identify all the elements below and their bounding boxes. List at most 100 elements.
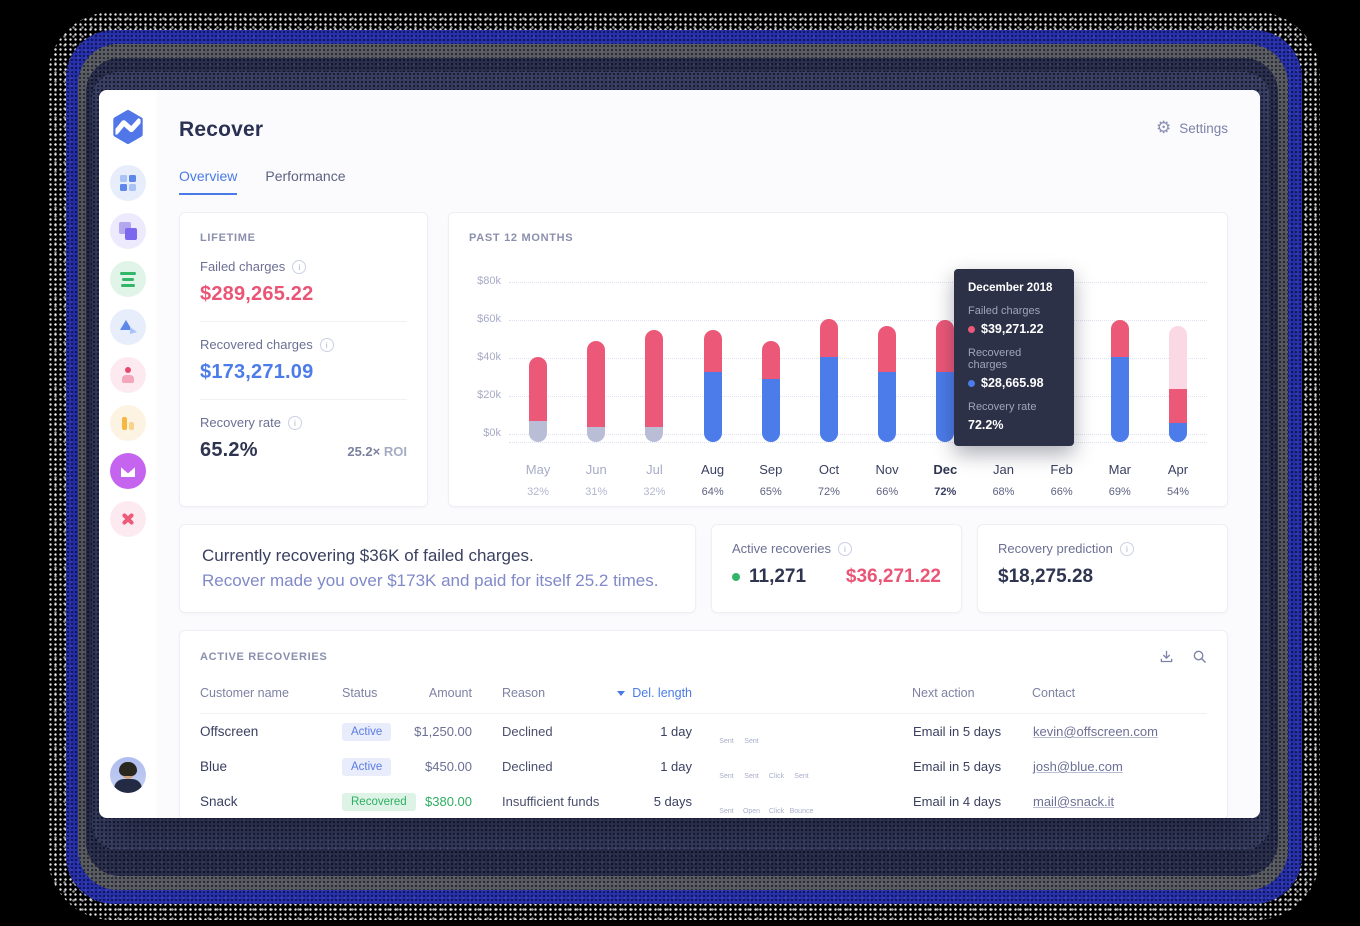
tab-overview[interactable]: Overview <box>179 168 238 195</box>
bar-may[interactable] <box>529 356 548 443</box>
bar-oct[interactable] <box>819 318 838 442</box>
sidebar-item-list[interactable] <box>110 261 146 297</box>
email-event-pending <box>822 797 831 806</box>
x-label-nov: Nov 66% <box>858 462 916 498</box>
month-label: Apr <box>1167 462 1189 477</box>
month-recovery-pct: 68% <box>992 486 1015 498</box>
bar-dec[interactable] <box>936 320 955 442</box>
x-label-jan: Jan 68% <box>974 462 1032 498</box>
gridline <box>509 358 1207 359</box>
sidebar-item-dashboard[interactable] <box>110 165 146 201</box>
column-header-amount: Amount <box>428 686 472 700</box>
contact-link[interactable]: mail@snack.it <box>1033 794 1115 809</box>
info-icon[interactable]: i <box>837 541 852 556</box>
amount: $380.00 <box>425 794 472 809</box>
bar-segment-failed <box>878 326 897 372</box>
email-event-pending <box>847 797 856 806</box>
contact-link[interactable]: kevin@offscreen.com <box>1033 724 1158 739</box>
download-button[interactable] <box>1159 649 1174 664</box>
bar-aug[interactable] <box>703 329 722 442</box>
bar-segment-failed <box>587 341 606 427</box>
sidebar-item-customers[interactable] <box>110 357 146 393</box>
email-event-sent: Sent <box>719 727 733 745</box>
month-recovery-pct: 54% <box>1166 486 1189 498</box>
contact-link[interactable]: josh@blue.com <box>1033 759 1123 774</box>
info-icon[interactable]: i <box>287 415 302 430</box>
month-recovery-pct: 66% <box>876 486 899 498</box>
month-recovery-pct: 32% <box>643 486 666 498</box>
amount: $450.00 <box>425 759 472 774</box>
gridline <box>509 396 1207 397</box>
reason: Declined <box>502 759 553 774</box>
bar-segment-recovered <box>703 371 722 442</box>
tab-bar: Overview Performance <box>179 168 1228 195</box>
bar-segment-failed <box>1110 320 1129 357</box>
tooltip-recovered-value: $28,665.98 <box>981 376 1044 390</box>
user-avatar[interactable] <box>110 757 146 793</box>
recovery-prediction-card: Recovery prediction i $18,275.28 <box>977 524 1228 613</box>
table-row-blue[interactable]: Blue Active $450.00 Declined 1 day Sent Sent Cl… <box>200 749 1207 784</box>
bar-jun[interactable] <box>587 341 606 442</box>
bar-nov[interactable] <box>878 326 897 442</box>
column-header-del-length[interactable]: Del. length <box>612 686 692 700</box>
customer-name: Snack <box>200 794 238 809</box>
roi-value: 25.2× ROI <box>347 444 407 459</box>
x-label-aug: Aug 64% <box>684 462 742 498</box>
next-action: Email in 5 days <box>913 759 1002 774</box>
table-row-snack[interactable]: Snack Recovered $380.00 Insufficient funds 5… <box>200 784 1207 818</box>
delinquency-length: 5 days <box>653 794 692 809</box>
pink-dot-icon <box>968 325 975 333</box>
bar-apr[interactable] <box>1168 326 1187 442</box>
event-label: Sent <box>719 773 734 780</box>
email-event-pending <box>772 727 781 736</box>
info-icon[interactable]: i <box>292 259 307 274</box>
sidebar-item-cancellations[interactable] <box>110 501 146 537</box>
event-label: Sent <box>744 773 759 780</box>
y-axis-tick: $80k <box>477 275 501 287</box>
x-label-oct: Oct 72% <box>800 462 858 498</box>
chart-title: PAST 12 MONTHS <box>469 232 574 244</box>
download-icon <box>1160 650 1173 663</box>
table-row-offscreen[interactable]: Offscreen Active $1,250.00 Declined 1 day Sen… <box>200 714 1207 749</box>
sidebar-item-layers[interactable] <box>110 213 146 249</box>
sidebar-item-trends[interactable] <box>110 309 146 345</box>
month-label: Jan <box>992 462 1014 477</box>
chart-tooltip: December 2018 Failed charges $39,271.22 … <box>954 269 1074 446</box>
gear-icon: ⚙ <box>1155 118 1172 138</box>
status-badge: Recovered <box>342 792 416 811</box>
info-icon[interactable]: i <box>1119 541 1134 556</box>
month-recovery-pct: 72% <box>817 486 840 498</box>
recovered-charges-label: Recovered charges <box>200 337 313 352</box>
search-button[interactable] <box>1192 649 1207 664</box>
sidebar-item-recover-active[interactable] <box>110 453 146 489</box>
bar-segment-recovered <box>1110 356 1129 442</box>
email-event-bounce: Bounce <box>790 797 814 815</box>
month-recovery-pct: 64% <box>701 486 724 498</box>
bar-mar[interactable] <box>1110 320 1129 442</box>
customer-name: Offscreen <box>200 724 259 739</box>
settings-button[interactable]: ⚙ Settings <box>1156 120 1228 137</box>
person-icon <box>120 367 136 383</box>
reason: Declined <box>502 724 553 739</box>
bar-segment-failed <box>936 320 955 372</box>
month-label: Nov <box>875 462 899 477</box>
main-content: ⚙ Settings Recover Overview Performance … <box>157 90 1260 818</box>
month-recovery-pct: 69% <box>1108 486 1131 498</box>
column-header-reason: Reason <box>502 686 546 700</box>
column-header-customer-name: Customer name <box>200 686 289 700</box>
event-label: Bounce <box>789 808 814 815</box>
tooltip-failed-value: $39,271.22 <box>981 322 1044 336</box>
bar-jul[interactable] <box>645 329 664 442</box>
email-event-pending <box>847 762 856 771</box>
month-label: Jun <box>585 462 607 477</box>
month-recovery-pct: 72% <box>934 486 957 498</box>
app-logo-icon[interactable] <box>111 110 145 144</box>
tab-performance[interactable]: Performance <box>265 168 346 184</box>
x-label-jul: Jul 32% <box>625 462 683 498</box>
layers-icon <box>119 222 137 240</box>
green-dot-icon <box>732 573 740 581</box>
bar-sep[interactable] <box>761 341 780 442</box>
baseline-gridline <box>509 442 1207 443</box>
info-icon[interactable]: i <box>319 337 334 352</box>
sidebar-item-analytics[interactable] <box>110 405 146 441</box>
